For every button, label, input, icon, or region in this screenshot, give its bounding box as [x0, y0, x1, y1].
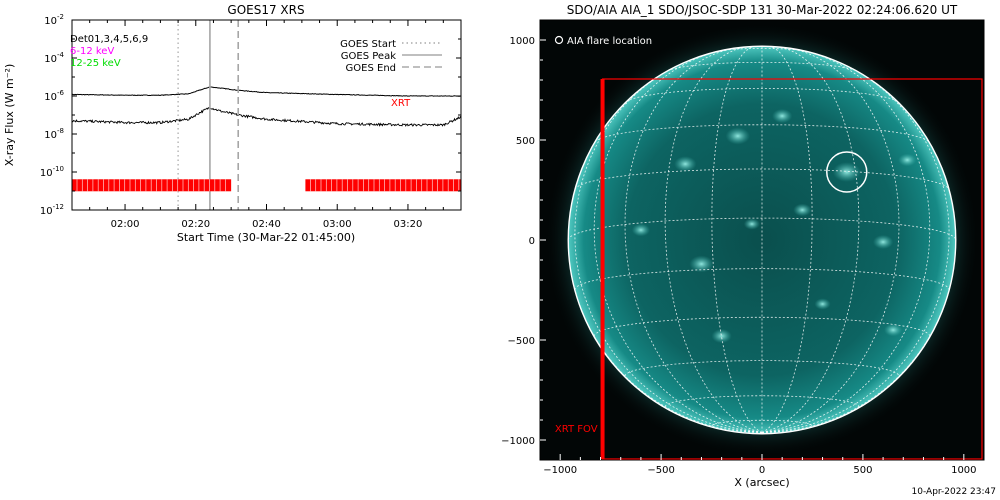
lc-y-tick-base: 10 [44, 16, 57, 27]
solar-disk [545, 23, 979, 457]
xrt-fov-label: XRT FOV [555, 424, 598, 435]
lc-y-tick-base: 10 [40, 168, 53, 179]
aia-x-axis-label: X (arcsec) [734, 476, 789, 489]
active-region [631, 223, 650, 237]
active-region [772, 108, 793, 124]
aia-overlays: AIA flare location XRT FOV [554, 35, 983, 460]
lc-y-tick-exp: -10 [53, 165, 64, 173]
active-region [674, 156, 697, 172]
grid-line [667, 61, 857, 72]
lc-y-tick-base: 10 [44, 54, 57, 65]
detector-label: Det01,3,4,5,6,9 [70, 34, 148, 45]
lc-y-tick-base: 10 [40, 206, 53, 217]
aia-y-tick-label: −500 [508, 336, 535, 347]
grid-line [568, 217, 956, 241]
lc-x-tick-label: 02:40 [252, 219, 281, 230]
flare-location-marker [826, 151, 868, 193]
active-region [743, 218, 760, 230]
flare-legend-label: AIA flare location [567, 36, 652, 47]
aia-title: SDO/AIA AIA_1 SDO/JSOC-SDP 131 30-Mar-20… [567, 3, 958, 17]
active-region [689, 255, 714, 273]
lc-x-axis-label: Start Time (30-Mar-22 01:45:00) [177, 231, 355, 244]
lc-y-tick-exp: -8 [57, 127, 64, 135]
lc-y-tick-label: 10-8 [44, 127, 64, 141]
lc-y-tick-label: 10-10 [40, 165, 64, 179]
xrt-coverage-segment [305, 179, 461, 192]
legend-label: GOES End [346, 63, 396, 74]
grid-line [761, 61, 950, 433]
lc-title: GOES17 XRS [227, 3, 304, 17]
lc-y-tick-exp: -4 [57, 51, 65, 59]
lc-y-axis-label: X-ray Flux (W m⁻²) [3, 64, 16, 166]
lc-y-tick-base: 10 [44, 130, 57, 141]
flare-legend-symbol [554, 35, 564, 45]
active-region [725, 127, 750, 145]
band-label-low: 6-12 keV [70, 46, 114, 57]
grid-line [664, 46, 763, 433]
active-region [832, 162, 861, 182]
grid-line [716, 48, 808, 52]
lc-series-layer [72, 86, 461, 127]
grid-line [626, 88, 898, 103]
aia-x-tick-label: 1000 [951, 465, 976, 476]
grid-line [574, 61, 763, 433]
lc-event-markers [177, 20, 240, 210]
xrt-label: XRT [391, 98, 411, 109]
active-region [711, 328, 732, 344]
xrt-coverage-bars [72, 179, 461, 192]
aia-x-tick-label: 0 [759, 465, 765, 476]
footer-timestamp: 10-Apr-2022 23:47 [912, 487, 996, 497]
lc-x-axis: 02:00 02:20 02:40 03:00 03:20 [71, 20, 462, 230]
aia-x-tick-label: 500 [853, 465, 872, 476]
band-label-high: 12-25 keV [70, 58, 121, 69]
active-region [814, 298, 831, 310]
lc-x-tick-label: 02:20 [181, 219, 210, 230]
grid-line [624, 360, 900, 377]
lc-x-tick-label: 03:20 [394, 219, 423, 230]
aia-axes: −1000 −500 0 500 1000 −1000 −500 0 500 1000 [501, 36, 976, 476]
active-region [898, 153, 917, 167]
aia-x-tick-label: −1000 [543, 465, 577, 476]
aia-y-tick-label: 500 [516, 136, 535, 147]
grid-line [593, 50, 763, 433]
lc-y-tick-label: 10-6 [44, 89, 64, 103]
grid-line [711, 46, 763, 433]
active-region [884, 323, 903, 337]
xrt-fov-left-edge [600, 79, 605, 459]
lc-series-1 [72, 107, 461, 127]
lc-x-tick-label: 02:00 [111, 219, 140, 230]
lc-x-tick-label: 03:00 [323, 219, 352, 230]
aia-image-panel: SDO/AIA AIA_1 SDO/JSOC-SDP 131 30-Mar-20… [501, 3, 985, 489]
legend-label: GOES Peak [341, 51, 396, 62]
legend-label: GOES Start [340, 39, 396, 50]
lc-y-tick-exp: -12 [53, 203, 64, 211]
grid-line [761, 46, 860, 433]
grid-line [761, 50, 931, 433]
active-regions [631, 108, 917, 344]
active-region [793, 203, 812, 217]
lc-y-tick-exp: -6 [57, 89, 65, 97]
aia-x-tick-label: −500 [647, 465, 674, 476]
lc-y-tick-base: 10 [44, 92, 57, 103]
xrt-coverage-segment [72, 179, 232, 192]
grid-line [574, 268, 950, 290]
lc-y-tick-label: 10-4 [44, 51, 64, 65]
grid-line [593, 316, 931, 337]
lc-series-0 [72, 86, 461, 97]
lc-y-tick-label: 10-12 [40, 203, 64, 217]
lc-y-tick-exp: -2 [57, 13, 64, 21]
solar-limb [567, 45, 957, 435]
aia-y-tick-label: −1000 [501, 436, 535, 447]
grid-line [761, 46, 813, 433]
lc-y-tick-label: 10-2 [44, 13, 64, 27]
aia-y-tick-label: 0 [529, 236, 535, 247]
active-region [873, 234, 894, 250]
grid-line [594, 124, 930, 143]
aia-y-tick-label: 1000 [510, 36, 535, 47]
